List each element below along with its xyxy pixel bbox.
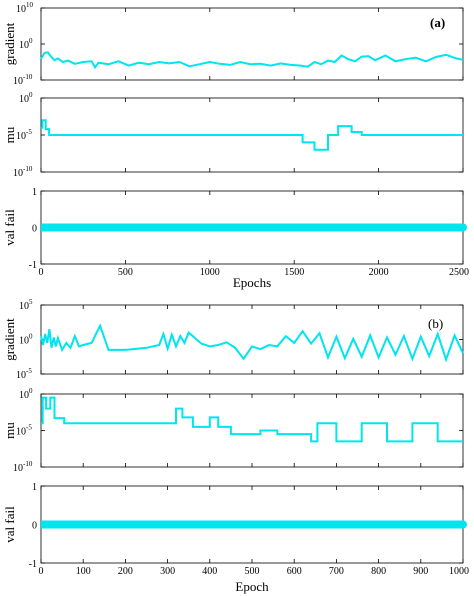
x-axis-label: Epochs [233, 275, 271, 290]
y-axis-label: gradient [2, 318, 17, 361]
y-tick-label: 0 [32, 521, 37, 532]
x-tick-label: 1500 [284, 267, 304, 278]
y-tick-label: 1010 [16, 1, 34, 15]
subplot-val-fail: 0 100 200 300 400 500 600 700 800 900 100010-1val … [2, 482, 469, 577]
x-tick-label: 2000 [369, 267, 389, 278]
y-tick-label: 10-10 [13, 165, 33, 179]
series-line-mu [41, 396, 463, 443]
x-tick-label: 200 [118, 566, 133, 577]
x-tick-label: 900 [413, 566, 428, 577]
y-tick-label: -1 [29, 559, 37, 570]
panel-label: (a) [430, 15, 445, 30]
series-line-gradient [40, 51, 464, 70]
y-axis-label: mu [2, 126, 17, 143]
y-axis-label: val fail [2, 506, 17, 543]
y-tick-label: 10-5 [16, 128, 32, 142]
subplot-mu: 100 10-5 10-10 mu [2, 91, 464, 179]
axes-box [40, 7, 464, 81]
x-tick-label: 800 [371, 566, 386, 577]
x-tick-label: 0 [39, 267, 44, 278]
x-tick-label: 600 [287, 566, 302, 577]
y-tick-label: 100 [19, 333, 33, 347]
y-tick-label: 1 [32, 187, 37, 198]
axes-box [40, 393, 464, 468]
series-end-marker [459, 223, 467, 232]
y-tick-label: 105 [19, 298, 33, 312]
y-tick-label: 100 [19, 387, 33, 401]
y-tick-label: 10-10 [13, 460, 33, 474]
subplot-gradient: 105 100 10-5 gradient [2, 298, 464, 381]
y-axis-label: mu [2, 422, 17, 439]
x-tick-label: 300 [160, 566, 175, 577]
y-tick-label: 1 [32, 482, 37, 493]
x-tick-label: 700 [329, 566, 344, 577]
y-tick-label: 100 [19, 37, 33, 51]
x-tick-label: 500 [245, 566, 260, 577]
subplot-gradient: 1010 100 10-10 gradient [2, 1, 464, 87]
x-tick-label: 500 [118, 267, 133, 278]
x-tick-label: 1000 [449, 566, 469, 577]
subplot-mu: 100 10-5 10-10 mu [2, 387, 464, 474]
y-tick-label: 0 [32, 224, 37, 235]
y-tick-label: 10-5 [16, 367, 32, 381]
y-axis-label: gradient [2, 22, 17, 65]
x-tick-label: 0 [39, 566, 44, 577]
x-tick-label: 100 [76, 566, 91, 577]
series-line-mu [41, 119, 463, 151]
series-end-marker [459, 520, 467, 529]
x-axis-label: Epoch [235, 579, 269, 594]
y-tick-label: 10-10 [13, 73, 33, 87]
y-tick-label: 10-5 [16, 424, 32, 438]
x-tick-label: 1000 [200, 267, 220, 278]
x-tick-label: 2500 [449, 267, 469, 278]
y-tick-label: 100 [19, 91, 33, 105]
series-line-gradient [40, 323, 464, 363]
panel-label: (b) [428, 316, 443, 331]
y-tick-label: -1 [29, 260, 37, 271]
y-axis-label: val fail [2, 209, 17, 246]
x-tick-label: 400 [202, 566, 217, 577]
